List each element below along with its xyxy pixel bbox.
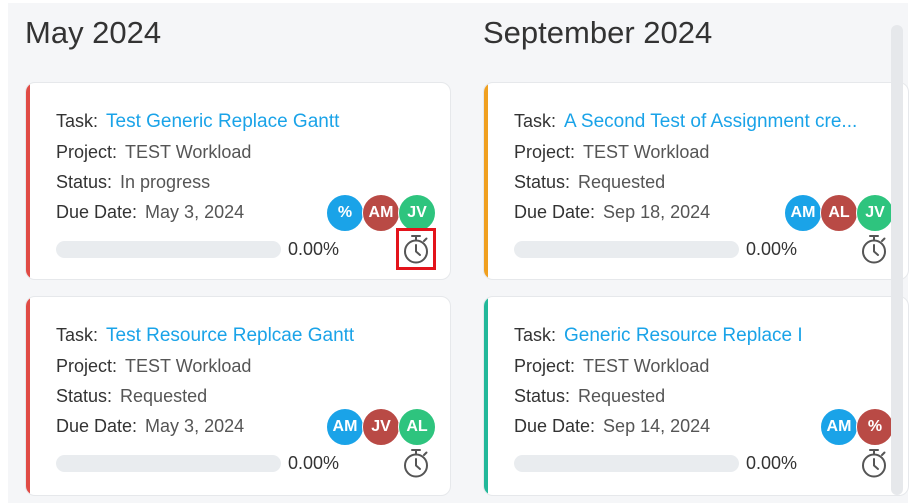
project-value: TEST Workload <box>125 356 252 376</box>
status-label: Status: <box>56 172 113 192</box>
card-accent <box>484 297 488 495</box>
project-label: Project: <box>514 142 576 162</box>
due-date-label: Due Date: <box>514 202 596 222</box>
task-card[interactable]: Task: A Second Test of Assignment cre... … <box>483 82 909 280</box>
assignee-avatar[interactable]: AM <box>784 194 822 232</box>
status-value: In progress <box>120 172 211 192</box>
project-row: Project: TEST Workload <box>514 142 709 163</box>
card-accent <box>26 83 30 279</box>
status-row: Status: Requested <box>514 386 665 407</box>
progress-bar <box>514 241 739 258</box>
stopwatch-icon[interactable] <box>396 228 436 270</box>
progress-percent: 0.00% <box>288 239 340 259</box>
column-title: May 2024 <box>25 15 162 50</box>
progress-bar <box>514 455 739 472</box>
assignee-avatars: AM AL JV <box>784 194 894 232</box>
status-label: Status: <box>514 386 571 406</box>
task-link[interactable]: Test Generic Replace Gantt <box>106 111 340 132</box>
progress-percent: 0.00% <box>746 239 798 259</box>
column-title: September 2024 <box>483 15 713 50</box>
project-label: Project: <box>56 142 118 162</box>
task-card[interactable]: Task: Test Generic Replace Gantt Project:… <box>25 82 451 280</box>
due-date-label: Due Date: <box>56 416 138 436</box>
task-row: Task: Test Generic Replace Gantt <box>56 111 339 133</box>
project-row: Project: TEST Workload <box>56 356 251 377</box>
project-value: TEST Workload <box>583 356 710 376</box>
task-link[interactable]: A Second Test of Assignment cre... <box>564 111 858 132</box>
stopwatch-icon[interactable] <box>860 234 888 264</box>
card-accent <box>26 297 30 495</box>
project-label: Project: <box>56 356 118 376</box>
assignee-avatar[interactable]: % <box>326 194 364 232</box>
status-row: Status: Requested <box>514 172 665 193</box>
status-label: Status: <box>56 386 113 406</box>
task-label: Task: <box>514 325 557 345</box>
project-row: Project: TEST Workload <box>514 356 709 377</box>
progress-percent: 0.00% <box>746 453 798 473</box>
progress-bar <box>56 455 281 472</box>
vertical-scrollbar[interactable] <box>891 25 903 495</box>
status-label: Status: <box>514 172 571 192</box>
assignee-avatar[interactable]: JV <box>856 194 894 232</box>
task-label: Task: <box>514 111 557 131</box>
task-link[interactable]: Test Resource Replcae Gantt <box>106 325 355 346</box>
due-date-row: Due Date: Sep 14, 2024 <box>514 416 710 437</box>
status-value: Requested <box>578 386 666 406</box>
task-card[interactable]: Task: Generic Resource Replace I Project:… <box>483 296 909 496</box>
stopwatch-icon[interactable] <box>860 448 888 478</box>
due-date-row: Due Date: May 3, 2024 <box>56 416 244 437</box>
task-label: Task: <box>56 325 99 345</box>
project-value: TEST Workload <box>125 142 252 162</box>
assignee-avatar[interactable]: AM <box>362 194 400 232</box>
task-row: Task: Test Resource Replcae Gantt <box>56 325 354 347</box>
project-value: TEST Workload <box>583 142 710 162</box>
assignee-avatar[interactable]: JV <box>362 408 400 446</box>
assignee-avatar[interactable]: AL <box>820 194 858 232</box>
task-row: Task: Generic Resource Replace I <box>514 325 803 347</box>
progress-percent: 0.00% <box>288 453 340 473</box>
task-link[interactable]: Generic Resource Replace I <box>564 325 803 346</box>
status-row: Status: Requested <box>56 386 207 407</box>
due-date-value: May 3, 2024 <box>145 202 245 222</box>
assignee-avatars: AM JV AL <box>326 408 436 446</box>
assignee-avatars: % AM JV <box>326 194 436 232</box>
stopwatch-icon[interactable] <box>402 448 430 478</box>
workload-board: May 2024 Task: Test Generic Replace Gantt… <box>8 3 909 503</box>
due-date-value: Sep 18, 2024 <box>603 202 711 222</box>
assignee-avatar[interactable]: % <box>856 408 894 446</box>
card-accent <box>484 83 488 279</box>
due-date-value: Sep 14, 2024 <box>603 416 711 436</box>
assignee-avatars: AM% <box>820 408 894 446</box>
due-date-label: Due Date: <box>514 416 596 436</box>
assignee-avatar[interactable]: AM <box>326 408 364 446</box>
task-label: Task: <box>56 111 99 131</box>
status-value: Requested <box>578 172 666 192</box>
due-date-label: Due Date: <box>56 202 138 222</box>
task-card[interactable]: Task: Test Resource Replcae Gantt Project… <box>25 296 451 496</box>
assignee-avatar[interactable]: AL <box>398 408 436 446</box>
due-date-row: Due Date: Sep 18, 2024 <box>514 202 710 223</box>
status-value: Requested <box>120 386 208 406</box>
progress-bar <box>56 241 281 258</box>
project-label: Project: <box>514 356 576 376</box>
due-date-row: Due Date: May 3, 2024 <box>56 202 244 223</box>
assignee-avatar[interactable]: JV <box>398 194 436 232</box>
due-date-value: May 3, 2024 <box>145 416 245 436</box>
status-row: Status: In progress <box>56 172 210 193</box>
assignee-avatar[interactable]: AM <box>820 408 858 446</box>
project-row: Project: TEST Workload <box>56 142 251 163</box>
task-row: Task: A Second Test of Assignment cre... <box>514 111 857 133</box>
